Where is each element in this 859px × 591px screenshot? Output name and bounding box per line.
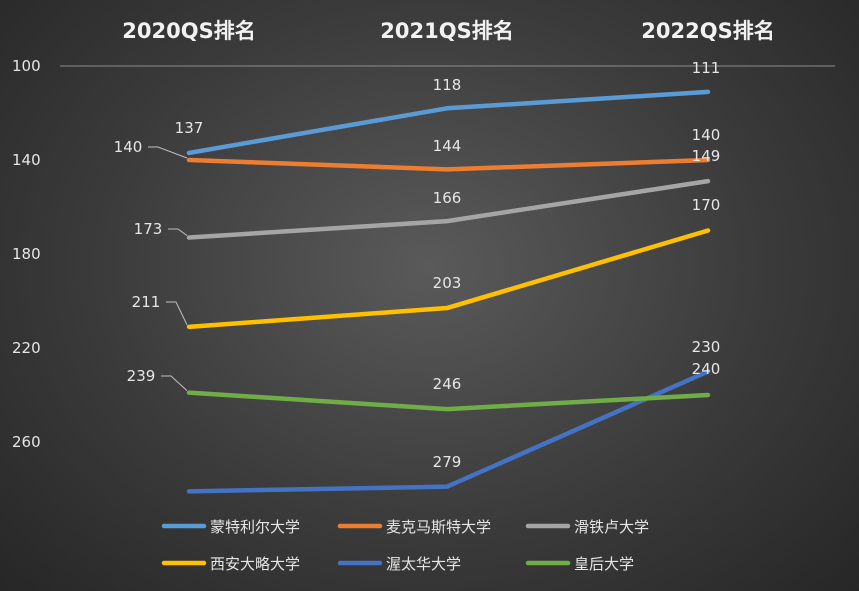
data-label: 111 (692, 59, 721, 77)
series-line (186, 89, 711, 156)
legend-label: 麦克马斯特大学 (386, 518, 491, 536)
category-label: 2021QS排名 (380, 19, 513, 43)
series-line (186, 157, 711, 172)
data-label: 211 (132, 293, 161, 311)
data-label: 203 (433, 274, 462, 292)
series-line (186, 369, 711, 494)
data-label: 173 (134, 220, 163, 238)
legend-label: 蒙特利尔大学 (210, 518, 300, 536)
data-label: 230 (692, 338, 721, 356)
series-line (186, 390, 711, 412)
y-tick-label: 100 (12, 57, 41, 75)
leader-line (168, 228, 188, 236)
y-tick-label: 140 (12, 151, 41, 169)
leader-line (148, 146, 188, 159)
data-label: 170 (692, 196, 721, 214)
data-label: 239 (127, 367, 156, 385)
data-label: 279 (433, 453, 462, 471)
y-tick-label: 260 (12, 433, 41, 451)
y-tick-label: 220 (12, 339, 41, 357)
data-label: 140 (114, 138, 143, 156)
data-label: 149 (692, 147, 721, 165)
legend-label: 渥太华大学 (386, 555, 461, 573)
series-line (186, 178, 711, 240)
leader-line (166, 301, 188, 326)
legend-label: 滑铁卢大学 (574, 518, 649, 536)
data-label: 240 (692, 360, 721, 378)
category-label: 2020QS排名 (122, 19, 255, 43)
legend-label: 西安大略大学 (210, 555, 300, 573)
data-label: 246 (433, 375, 462, 393)
leader-line (161, 375, 188, 392)
data-label: 118 (433, 76, 462, 94)
y-tick-label: 180 (12, 245, 41, 263)
data-label: 166 (433, 189, 462, 207)
legend-label: 皇后大学 (574, 555, 634, 573)
data-label: 140 (692, 126, 721, 144)
data-label: 144 (433, 137, 462, 155)
category-label: 2022QS排名 (641, 19, 774, 43)
series-line (186, 228, 711, 330)
data-label: 137 (175, 119, 204, 137)
